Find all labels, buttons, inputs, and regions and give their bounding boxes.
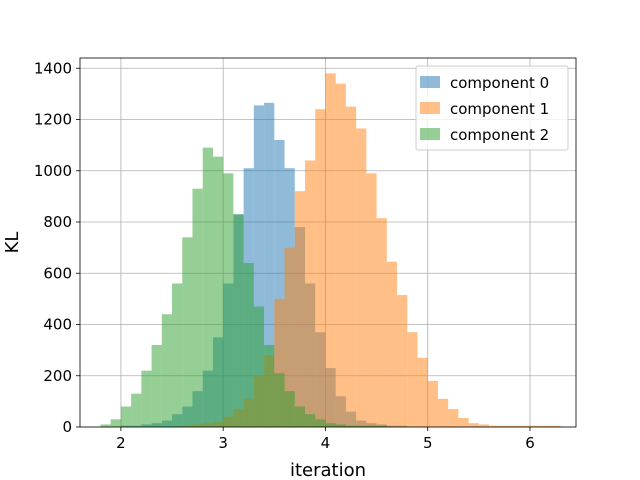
series-2: [100, 147, 387, 427]
histogram-bar: [489, 425, 500, 427]
y-tick-label: 600: [43, 264, 72, 282]
histogram-bar: [141, 370, 152, 427]
histogram-bar: [325, 73, 336, 427]
histogram-bar: [407, 332, 418, 427]
histogram-bar: [120, 406, 132, 427]
histogram-bar: [366, 173, 377, 427]
legend-swatch: [420, 128, 440, 140]
histogram-bar: [243, 263, 254, 427]
histogram-bar: [529, 425, 541, 427]
histogram-bar: [131, 393, 142, 427]
x-tick-label: 6: [525, 434, 535, 452]
legend-swatch: [420, 76, 440, 88]
histogram-bar: [509, 425, 520, 427]
y-tick-label: 1200: [34, 111, 72, 129]
histogram-bar: [386, 261, 398, 427]
histogram-bar: [151, 345, 162, 427]
histogram-bar: [253, 306, 265, 427]
histogram-bar: [315, 419, 326, 427]
histogram-bar: [356, 128, 367, 427]
histogram-bar: [458, 418, 469, 427]
histogram-bar: [345, 106, 357, 427]
histogram-bar: [376, 425, 387, 427]
histogram-bar: [172, 283, 183, 427]
y-tick-label: 1400: [34, 59, 72, 77]
histogram-bar: [448, 409, 459, 427]
x-tick-label: 4: [321, 434, 331, 452]
x-tick-label: 2: [116, 434, 126, 452]
histogram-bar: [345, 425, 357, 427]
histogram-bar: [284, 391, 295, 427]
histogram-bar: [294, 191, 305, 427]
legend-label: component 0: [450, 74, 549, 92]
histogram-bar: [274, 373, 285, 427]
ticks: 2 3 4 5 6 0 200 400 600 800 1000 1200 1400: [34, 59, 535, 452]
histogram-bar: [417, 357, 428, 427]
histogram-bar: [376, 218, 387, 427]
histogram-bar: [315, 109, 326, 427]
histogram-bar: [264, 345, 275, 427]
histogram-bar: [550, 425, 561, 427]
histogram-bar: [212, 156, 224, 427]
y-tick-label: 200: [43, 367, 72, 385]
legend: component 0 component 1 component 2: [415, 65, 569, 151]
histogram-bar: [437, 398, 449, 427]
histogram-bar: [427, 380, 438, 427]
histogram-bar: [274, 140, 285, 427]
legend-box: [415, 65, 569, 151]
histogram-bar: [264, 102, 275, 427]
histogram-bar: [233, 214, 244, 427]
y-tick-label: 0: [62, 418, 72, 436]
histogram-bar: [335, 83, 346, 427]
histogram-bar: [356, 425, 367, 427]
legend-swatch: [420, 102, 440, 114]
x-axis-label: iteration: [290, 460, 366, 480]
bars: [100, 73, 561, 427]
histogram-bar: [325, 423, 336, 427]
x-tick-label: 3: [218, 434, 228, 452]
y-tick-label: 1000: [34, 162, 72, 180]
histogram-bar: [519, 425, 530, 427]
histogram-bar: [335, 424, 346, 427]
legend-label: component 2: [450, 126, 549, 144]
histogram-bar: [100, 424, 111, 427]
histogram-bar: [366, 425, 377, 427]
histogram-bar: [540, 425, 551, 427]
histogram-bar: [182, 237, 193, 427]
histogram-bar: [499, 425, 510, 427]
histogram-bar: [192, 188, 203, 427]
histogram-bar: [397, 295, 408, 427]
x-tick-label: 5: [423, 434, 433, 452]
histogram-bar: [294, 406, 305, 427]
histogram-bar: [304, 414, 316, 427]
histogram-bar: [468, 423, 479, 427]
histogram-bar: [274, 298, 285, 427]
plot-frame: [79, 57, 577, 428]
histogram-bar: [223, 173, 234, 427]
y-tick-label: 400: [43, 316, 72, 334]
histogram-bar: [161, 314, 173, 427]
histogram-bar: [304, 160, 316, 427]
histogram-bar: [253, 105, 265, 427]
histogram-bar: [478, 424, 490, 427]
legend-label: component 1: [450, 100, 549, 118]
histogram-bar: [284, 247, 295, 427]
histogram-bar: [202, 147, 213, 427]
histogram-bar: [110, 419, 121, 427]
y-axis-label: KL: [2, 232, 23, 254]
y-tick-label: 800: [43, 213, 72, 231]
